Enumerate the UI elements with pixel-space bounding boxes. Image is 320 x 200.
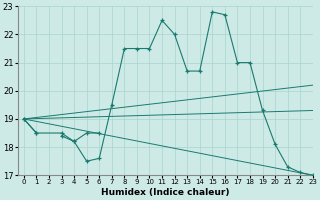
X-axis label: Humidex (Indice chaleur): Humidex (Indice chaleur) [101,188,229,197]
